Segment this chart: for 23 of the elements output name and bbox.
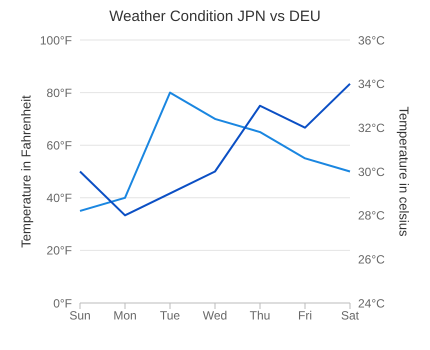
y2-tick-label: 24°C [358,296,386,310]
y-axis-title: Temperature in Fahrenheit [18,94,34,248]
x-tick-label: Thu [250,308,270,323]
y-tick-label: 60°F [46,138,72,152]
y-tick-label: 20°F [46,244,72,258]
x-tick-label: Sat [340,308,360,323]
x-tick-label: Mon [113,308,137,323]
y-tick-label: 80°F [46,86,72,100]
y2-tick-label: 34°C [358,77,386,92]
y2-tick-label: 32°C [358,120,386,135]
y-tick-label: 0°F [53,296,72,310]
y-tick-label: 100°F [40,33,72,48]
y2-axis-title: Temperature in celsius [396,106,412,238]
x-tick-label: Wed [202,308,228,323]
y2-tick-label: 28°C [358,208,386,223]
y-tick-label: 40°F [46,191,72,206]
chart-title: Weather Condition JPN vs DEU [108,8,322,27]
x-tick-label: Sun [69,308,91,323]
y2-tick-label: 30°C [358,164,386,179]
x-tick-label: Fri [298,308,312,323]
y2-tick-label: 36°C [358,33,386,48]
x-tick-label: Tue [160,308,180,323]
y2-tick-label: 26°C [358,252,386,266]
